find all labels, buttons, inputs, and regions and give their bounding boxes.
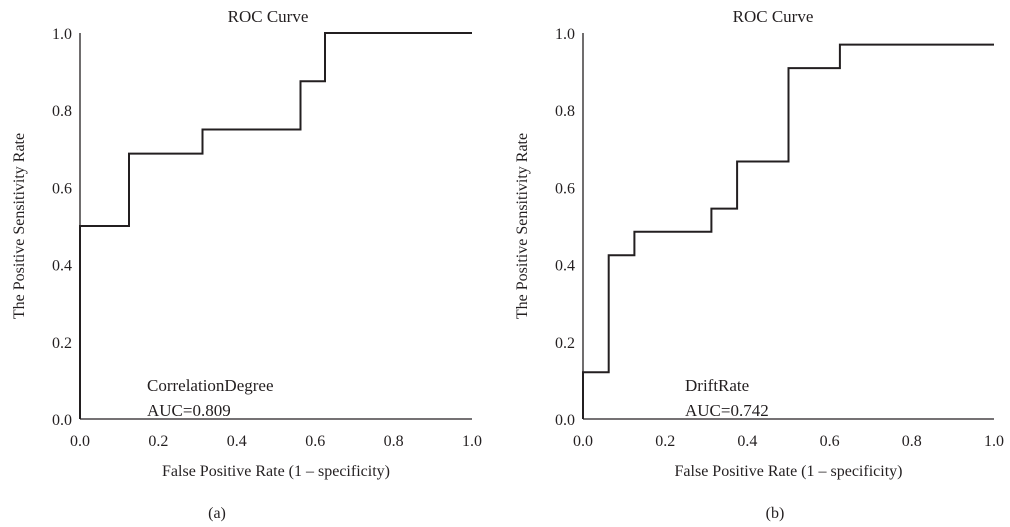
curve-annotation: CorrelationDegree	[147, 376, 274, 395]
roc-panel-b: ROC Curve 0.0 0.2 0.4 0.6 0.8 1.0 0.0 0.2 0.4 0.6 0…	[514, 7, 1004, 522]
panel-label: (a)	[208, 505, 226, 522]
y-tick-label: 0.4	[52, 258, 72, 275]
y-axis-label: The Positive Sensitivity Rate	[11, 133, 28, 319]
y-tick-label: 0.0	[52, 412, 72, 429]
y-tick-label: 0.8	[52, 103, 72, 120]
y-tick-label: 0.6	[555, 180, 575, 197]
x-tick-label: 0.8	[384, 433, 404, 450]
roc-curve-line	[79, 32, 472, 419]
y-tick-label: 0.2	[555, 335, 575, 352]
y-tick-label: 0.8	[555, 103, 575, 120]
x-tick-label: 1.0	[984, 433, 1004, 450]
panel-label: (b)	[766, 505, 785, 522]
x-tick-label: 1.0	[462, 433, 482, 450]
y-axis-label: The Positive Sensitivity Rate	[514, 133, 531, 319]
curve-annotation: AUC=0.742	[685, 401, 769, 420]
x-tick-label: 0.2	[148, 433, 168, 450]
curve-annotation: AUC=0.809	[147, 401, 231, 420]
x-tick-label: 0.6	[820, 433, 840, 450]
y-tick-label: 0.4	[555, 258, 575, 275]
y-tick-label: 0.2	[52, 335, 72, 352]
roc-curve-line	[582, 43, 994, 419]
chart-title: ROC Curve	[733, 7, 814, 26]
x-axis-label: False Positive Rate (1 – specificity)	[162, 463, 390, 480]
y-tick-label: 1.0	[555, 26, 575, 43]
x-tick-label: 0.0	[573, 433, 593, 450]
y-tick-label: 1.0	[52, 26, 72, 43]
x-tick-label: 0.4	[227, 433, 247, 450]
x-axis-label: False Positive Rate (1 – specificity)	[675, 463, 903, 480]
chart-title: ROC Curve	[228, 7, 309, 26]
x-tick-label: 0.4	[737, 433, 757, 450]
y-tick-label: 0.6	[52, 180, 72, 197]
x-tick-label: 0.2	[655, 433, 675, 450]
x-tick-label: 0.8	[902, 433, 922, 450]
roc-panel-a: ROC Curve 0.0 0.2 0.4 0.6 0.8 1.0 0.0 0.2 0.4 0.6 0…	[11, 7, 482, 522]
curve-annotation: DriftRate	[685, 376, 749, 395]
x-tick-label: 0.6	[305, 433, 325, 450]
x-tick-label: 0.0	[70, 433, 90, 450]
y-tick-label: 0.0	[555, 412, 575, 429]
